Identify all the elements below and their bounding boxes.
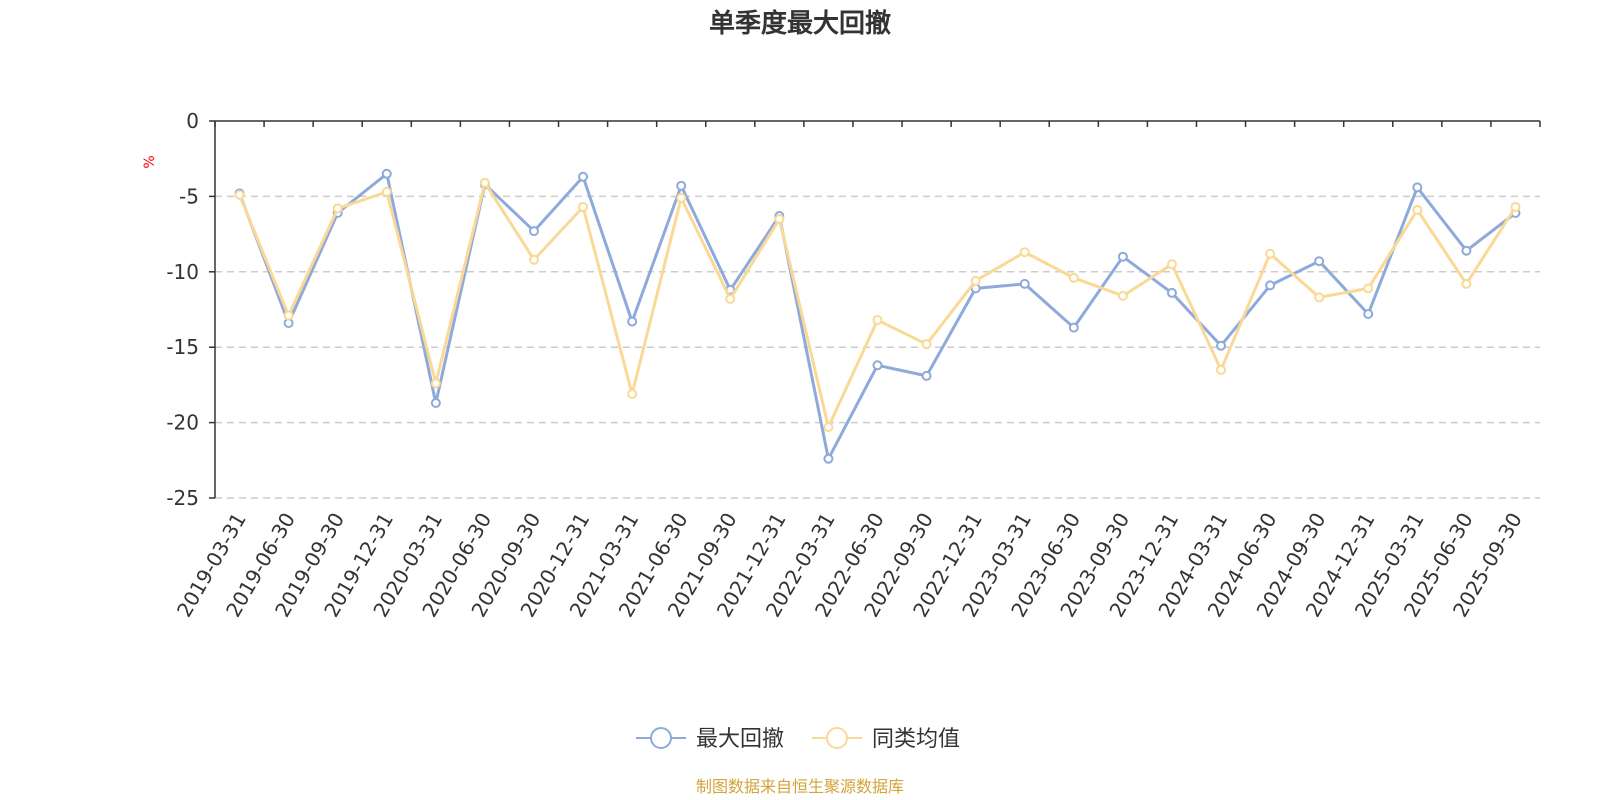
data-point: [1019, 278, 1030, 289]
data-point: [676, 180, 687, 191]
data-point: [1068, 322, 1079, 333]
data-point: [1265, 280, 1276, 291]
data-point: [725, 293, 736, 304]
legend[interactable]: 最大回撤 同类均值: [636, 727, 960, 752]
legend-label: 最大回撤: [696, 727, 784, 752]
y-tick-label: 0: [186, 109, 199, 133]
data-point: [1363, 309, 1374, 320]
data-point: [528, 226, 539, 237]
y-axis-label: %: [142, 155, 158, 168]
x-tick-labels: 2019-03-312019-06-302019-09-302019-12-31…: [172, 509, 1527, 622]
data-point: [823, 453, 834, 464]
data-point: [627, 316, 638, 327]
data-point: [234, 189, 245, 200]
data-point: [381, 168, 392, 179]
data-point: [1265, 248, 1276, 259]
data-source-note: 制图数据来自恒生聚源数据库: [696, 777, 904, 796]
data-point: [921, 339, 932, 350]
y-tick-label: -5: [179, 184, 199, 208]
data-point: [1461, 245, 1472, 256]
axes: [209, 120, 1541, 499]
y-tick-labels: 0 -5 -10 -15 -20 -25: [166, 109, 199, 510]
y-tick-label: -25: [166, 486, 199, 510]
legend-item-max-drawdown[interactable]: 最大回撤: [636, 727, 784, 752]
data-point: [479, 177, 490, 188]
data-point: [1314, 256, 1325, 267]
data-point: [1068, 272, 1079, 283]
legend-circle-icon: [826, 727, 848, 749]
data-point: [970, 275, 981, 286]
chart-title: 单季度最大回撤: [709, 8, 891, 39]
data-point: [578, 171, 589, 182]
data-point: [1412, 182, 1423, 193]
series: [234, 168, 1521, 464]
legend-item-peer-average[interactable]: 同类均值: [812, 727, 960, 752]
data-point: [1117, 251, 1128, 262]
data-point: [1314, 292, 1325, 303]
data-point: [528, 254, 539, 265]
series-line: [238, 181, 1517, 429]
data-point: [1166, 259, 1177, 270]
legend-label: 同类均值: [872, 727, 960, 752]
data-point: [1510, 201, 1521, 212]
data-point: [872, 360, 883, 371]
data-point: [332, 203, 343, 214]
data-point: [1019, 247, 1030, 258]
y-tick-label: -20: [166, 411, 199, 435]
y-tick-label: -10: [166, 260, 199, 284]
data-point: [627, 388, 638, 399]
data-point: [676, 192, 687, 203]
y-tick-label: -15: [166, 335, 199, 359]
gridlines: [215, 195, 1540, 499]
data-point: [381, 186, 392, 197]
data-point: [1461, 278, 1472, 289]
data-point: [1216, 340, 1227, 351]
data-point: [1412, 204, 1423, 215]
data-point: [430, 397, 441, 408]
data-point: [1363, 283, 1374, 294]
data-point: [823, 422, 834, 433]
legend-circle-icon: [650, 727, 672, 749]
data-point: [430, 378, 441, 389]
series-1: [234, 177, 1521, 433]
data-point: [921, 370, 932, 381]
data-point: [1117, 290, 1128, 301]
data-point: [774, 214, 785, 225]
data-point: [1216, 364, 1227, 375]
data-point: [283, 310, 294, 321]
data-point: [872, 315, 883, 326]
data-point: [578, 201, 589, 212]
data-point: [1166, 287, 1177, 298]
